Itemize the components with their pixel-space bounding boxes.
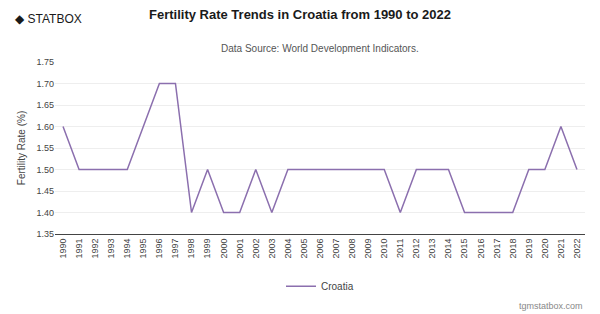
svg-text:tgmstatbox.com: tgmstatbox.com: [519, 301, 583, 311]
svg-text:1.60: 1.60: [36, 122, 54, 132]
svg-text:2012: 2012: [411, 239, 421, 259]
svg-text:2003: 2003: [267, 239, 277, 259]
svg-text:2001: 2001: [235, 239, 245, 259]
svg-text:1.70: 1.70: [36, 79, 54, 89]
svg-text:2008: 2008: [347, 239, 357, 259]
svg-text:1998: 1998: [186, 239, 196, 259]
svg-text:1.45: 1.45: [36, 186, 54, 196]
svg-text:Fertility Rate (%): Fertility Rate (%): [16, 111, 27, 185]
svg-text:2014: 2014: [443, 239, 453, 259]
svg-text:1.65: 1.65: [36, 100, 54, 110]
svg-text:2009: 2009: [363, 239, 373, 259]
svg-text:2019: 2019: [524, 239, 534, 259]
svg-text:2020: 2020: [540, 239, 550, 259]
svg-text:2021: 2021: [556, 239, 566, 259]
svg-text:1997: 1997: [170, 239, 180, 259]
svg-text:1.55: 1.55: [36, 143, 54, 153]
svg-text:Data Source: World Development: Data Source: World Development Indicator…: [221, 43, 419, 54]
svg-text:1992: 1992: [90, 239, 100, 259]
svg-text:1990: 1990: [58, 239, 68, 259]
svg-text:2000: 2000: [219, 239, 229, 259]
svg-text:1.50: 1.50: [36, 165, 54, 175]
svg-text:1994: 1994: [122, 239, 132, 259]
svg-text:2011: 2011: [395, 239, 405, 258]
svg-text:2017: 2017: [492, 239, 502, 259]
svg-text:1993: 1993: [106, 239, 116, 259]
svg-text:2004: 2004: [283, 239, 293, 259]
svg-text:◆ STATBOX: ◆ STATBOX: [15, 12, 82, 26]
svg-text:2016: 2016: [476, 239, 486, 259]
svg-text:1.75: 1.75: [36, 57, 54, 67]
svg-text:Fertility Rate Trends in Croat: Fertility Rate Trends in Croatia from 19…: [149, 7, 451, 22]
svg-text:1.40: 1.40: [36, 208, 54, 218]
svg-text:2010: 2010: [379, 239, 389, 259]
svg-text:2007: 2007: [331, 239, 341, 259]
svg-text:2022: 2022: [572, 239, 582, 259]
svg-text:1991: 1991: [74, 239, 84, 259]
svg-text:2013: 2013: [427, 239, 437, 259]
svg-text:2005: 2005: [299, 239, 309, 259]
svg-text:1999: 1999: [203, 239, 213, 259]
svg-text:2002: 2002: [251, 239, 261, 259]
svg-text:1995: 1995: [138, 239, 148, 259]
svg-text:2006: 2006: [315, 239, 325, 259]
svg-text:1.35: 1.35: [36, 229, 54, 239]
svg-text:Croatia: Croatia: [321, 281, 354, 292]
svg-text:2018: 2018: [508, 239, 518, 259]
svg-text:1996: 1996: [154, 239, 164, 259]
svg-text:2015: 2015: [459, 239, 469, 259]
